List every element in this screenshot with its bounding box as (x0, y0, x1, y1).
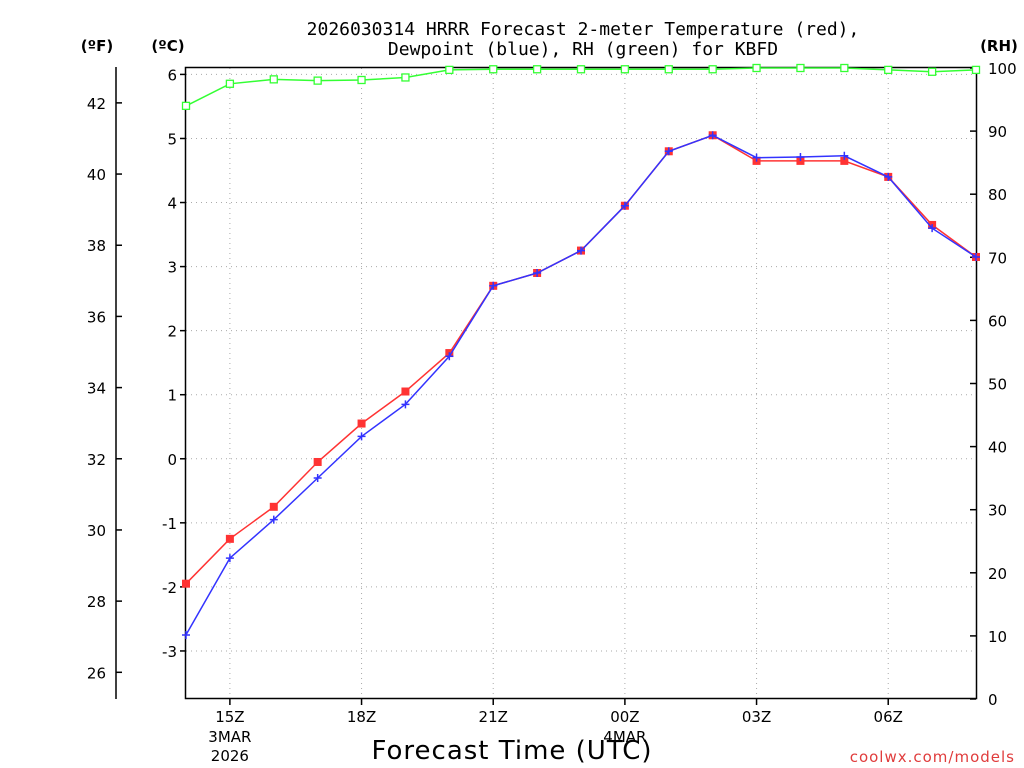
watermark: coolwx.com/models (850, 748, 1015, 766)
rh-series-line (185, 67, 977, 107)
dewpoint-point (401, 400, 410, 409)
rh-point (664, 65, 673, 74)
temperature-point (313, 457, 322, 466)
rh-point (225, 79, 235, 88)
dewpoint-point (708, 131, 717, 140)
rh-tick-label: 30 (988, 502, 1007, 520)
rh-point (620, 65, 630, 74)
celsius-unit-label: (ºC) (151, 37, 184, 55)
dewpoint-point (313, 473, 322, 482)
dewpoint-point (884, 172, 893, 181)
dewpoint-point (357, 432, 366, 441)
x-tick-date-label: 3MAR (208, 728, 251, 746)
dewpoint-point (840, 151, 849, 160)
dewpoint-point (928, 224, 937, 233)
rh-point (708, 65, 717, 74)
dewpoint-point (796, 153, 805, 162)
fahrenheit-tick-label: 34 (87, 380, 106, 398)
gridlines (186, 68, 976, 699)
temperature-point (225, 534, 234, 543)
rh-point (489, 65, 498, 74)
temperature-point (182, 579, 190, 588)
celsius-tick-label: -2 (162, 579, 177, 597)
rh-tick-label: 20 (988, 565, 1007, 583)
rh-point (313, 76, 322, 85)
rh-point (532, 65, 542, 74)
dewpoint-point (445, 352, 454, 361)
fahrenheit-tick-label: 28 (87, 593, 106, 611)
fahrenheit-tick-label: 30 (87, 522, 106, 540)
dewpoint-point (225, 554, 234, 563)
temperature-point (840, 156, 849, 165)
fahrenheit-tick-label: 42 (87, 95, 106, 113)
rh-point (445, 65, 454, 75)
celsius-tick-label: 5 (167, 130, 177, 148)
celsius-tick-label: -1 (162, 515, 177, 533)
fahrenheit-tick-label: 36 (87, 308, 106, 326)
x-axis-label: Forecast Time (UTC) (371, 736, 652, 766)
celsius-tick-label: 3 (167, 259, 177, 277)
fahrenheit-tick-label: 40 (87, 166, 106, 184)
x-tick-label: 00Z (610, 708, 639, 726)
rh-point (796, 63, 805, 73)
series (181, 63, 981, 639)
fahrenheit-tick-label: 32 (87, 451, 106, 469)
chart-title-line-1: 2026030314 HRRR Forecast 2-meter Tempera… (307, 19, 860, 40)
dewpoint-series-line (185, 134, 977, 636)
celsius-tick-label: 6 (167, 66, 177, 84)
rh-tick-label: 90 (988, 123, 1007, 141)
temperature-point (401, 387, 410, 396)
x-tick-label: 21Z (479, 708, 508, 726)
dewpoint-point (182, 630, 190, 639)
rh-point (927, 67, 937, 76)
rh-point (752, 63, 761, 73)
celsius-tick-label: 2 (167, 323, 177, 341)
rh-unit-label: (RH) (980, 37, 1018, 55)
x-tick-label: 18Z (347, 708, 376, 726)
temperature-point (269, 502, 278, 511)
x-tick-year-label: 2026 (211, 747, 249, 765)
fahrenheit-unit-label: (ºF) (81, 37, 113, 55)
rh-tick-label: 10 (988, 628, 1007, 646)
rh-tick-label: 60 (988, 312, 1007, 330)
rh-tick-label: 40 (988, 439, 1007, 457)
dewpoint-point (972, 252, 980, 261)
rh-tick-label: 0 (988, 691, 998, 709)
rh-tick-label: 80 (988, 186, 1007, 204)
rh-point (576, 65, 586, 74)
celsius-tick-label: -3 (162, 643, 177, 661)
x-tick-label: 06Z (874, 708, 903, 726)
celsius-tick-label: 0 (167, 451, 177, 469)
fahrenheit-tick-label: 38 (87, 237, 106, 255)
rh-point (269, 75, 278, 84)
x-tick-date-label: 4MAR (603, 728, 646, 746)
chart-title-line-2: Dewpoint (blue), RH (green) for KBFD (388, 39, 778, 60)
dewpoint-point (664, 147, 673, 156)
celsius-tick-label: 1 (167, 387, 177, 405)
dewpoint-point (620, 201, 629, 210)
dewpoint-point (533, 268, 542, 277)
rh-point (181, 101, 191, 111)
fahrenheit-tick-label: 26 (87, 664, 106, 682)
rh-point (884, 65, 893, 75)
rh-point (971, 65, 981, 75)
x-tick-label: 15Z (215, 708, 244, 726)
dewpoint-point (269, 515, 278, 524)
x-tick-label: 03Z (742, 708, 771, 726)
temperature-point (357, 419, 366, 428)
celsius-tick-label: 4 (167, 195, 177, 213)
rh-tick-label: 100 (988, 60, 1017, 78)
rh-tick-label: 70 (988, 249, 1007, 267)
rh-point (840, 63, 849, 73)
dewpoint-point (489, 281, 498, 290)
rh-tick-label: 50 (988, 376, 1007, 394)
dewpoint-point (577, 246, 585, 255)
rh-point (357, 75, 366, 85)
rh-point (401, 73, 410, 82)
dewpoint-point (752, 153, 761, 162)
